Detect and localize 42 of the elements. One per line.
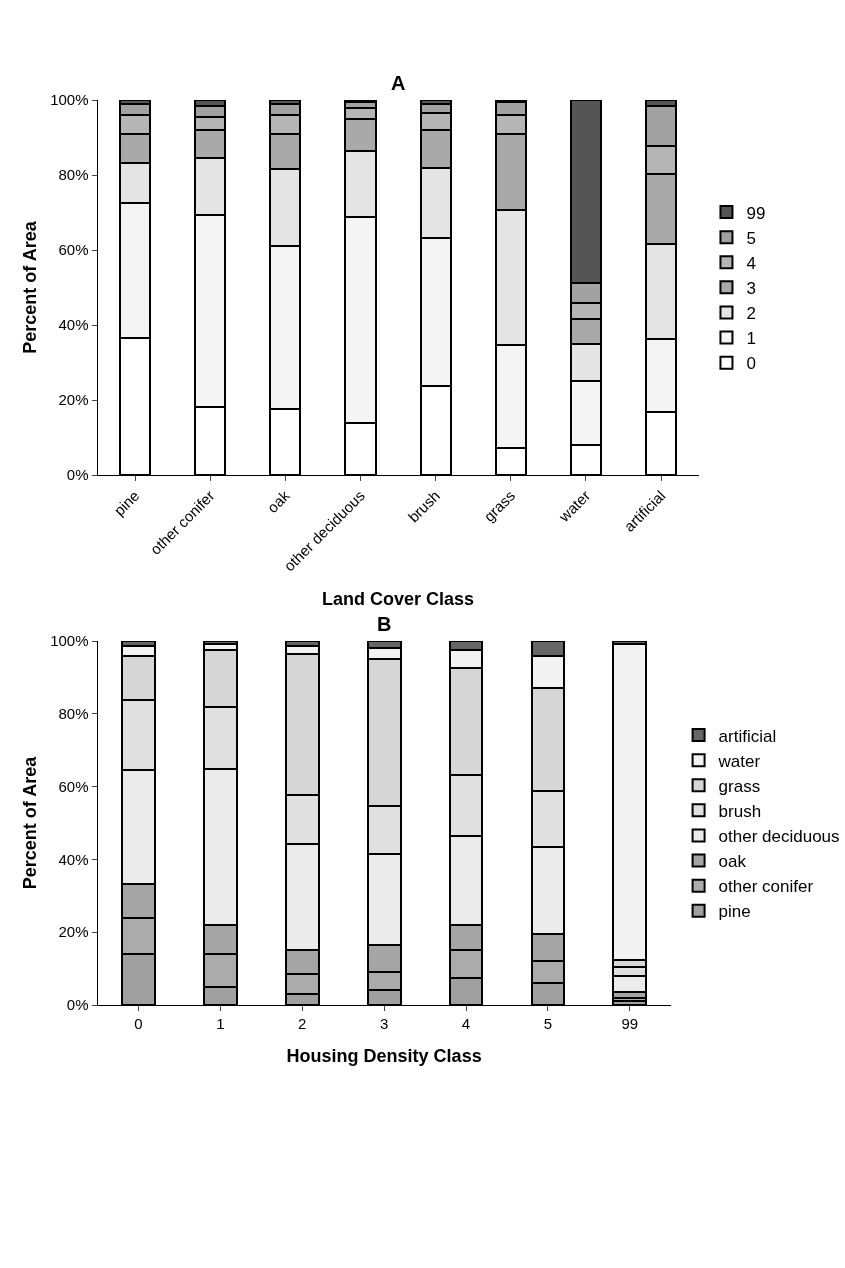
y-tick-label: 80% (58, 705, 89, 723)
y-tick-label: 20% (58, 391, 89, 409)
legend-label: 5 (746, 228, 756, 248)
legend-label: 3 (746, 278, 756, 298)
x-tick-label: 5 (543, 1015, 553, 1032)
y-axis-title: Percent of Area (20, 220, 41, 354)
chart-title: A (391, 72, 406, 94)
y-tick-label: 0% (66, 466, 89, 484)
legend-label: 4 (746, 253, 756, 273)
x-axis-title: Housing Density Class (286, 1046, 482, 1067)
x-tick-label: pine (110, 486, 143, 519)
legend-label: pine (718, 902, 751, 922)
legend-label: artificial (718, 726, 777, 746)
y-tick-label: 60% (58, 777, 89, 795)
y-tick-label: 40% (58, 316, 89, 334)
y-tick-label: 60% (58, 241, 89, 259)
x-tick-label: 99 (621, 1015, 639, 1032)
x-tick-label: 2 (298, 1015, 307, 1032)
legend-label: grass (718, 776, 761, 796)
x-tick-label: 0 (134, 1015, 143, 1032)
legend-label: other deciduous (718, 827, 840, 847)
x-axis-title: Land Cover Class (322, 588, 475, 609)
legend-label: 99 (746, 203, 766, 223)
y-tick-label: 100% (50, 632, 89, 650)
legend-label: 2 (746, 304, 756, 324)
x-tick-label: oak (263, 486, 294, 517)
legend-label: brush (718, 801, 762, 821)
chart-title: B (377, 613, 392, 635)
y-tick-label: 40% (58, 850, 89, 868)
legend-label: oak (718, 852, 747, 872)
legend-label: other conifer (718, 877, 814, 897)
x-tick-label: 4 (461, 1015, 471, 1032)
legend-label: 1 (746, 329, 756, 349)
legend-label: 0 (746, 354, 756, 374)
y-tick-label: 100% (50, 91, 89, 109)
y-tick-label: 0% (66, 996, 89, 1014)
x-tick-label: 3 (379, 1015, 389, 1032)
y-axis-title: Percent of Area (20, 755, 41, 890)
x-tick-label: 1 (216, 1015, 225, 1032)
y-tick-label: 80% (58, 166, 89, 184)
legend-label: water (717, 751, 761, 771)
y-tick-label: 20% (58, 923, 89, 941)
